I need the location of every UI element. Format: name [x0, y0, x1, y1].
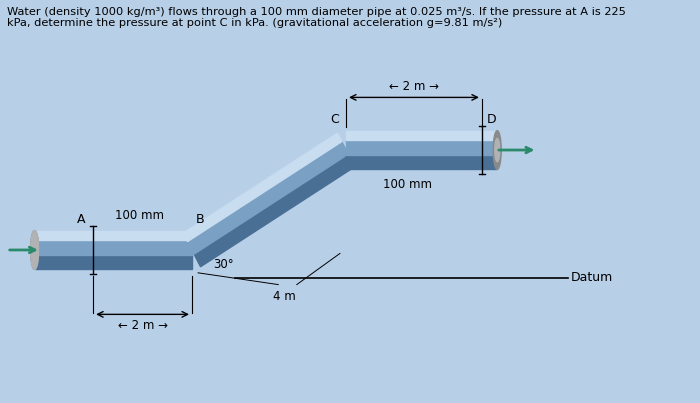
Text: D: D [486, 113, 496, 126]
Polygon shape [188, 141, 349, 254]
Polygon shape [346, 155, 497, 169]
Polygon shape [346, 140, 497, 155]
Polygon shape [34, 231, 192, 240]
Ellipse shape [494, 131, 501, 169]
Text: C: C [330, 113, 339, 126]
Text: Datum: Datum [571, 271, 613, 284]
Ellipse shape [31, 231, 38, 269]
Text: 4 m: 4 m [273, 290, 296, 303]
Text: A: A [77, 213, 86, 226]
Polygon shape [183, 133, 342, 241]
Text: ← 2 m →: ← 2 m → [389, 80, 439, 93]
Ellipse shape [31, 231, 38, 269]
Polygon shape [34, 240, 192, 255]
Polygon shape [34, 255, 192, 269]
Polygon shape [194, 154, 355, 267]
Text: 100 mm: 100 mm [115, 209, 164, 222]
Polygon shape [346, 131, 497, 140]
Text: ← 2 m →: ← 2 m → [118, 319, 167, 332]
Text: B: B [196, 213, 205, 226]
Text: 30°: 30° [214, 258, 234, 271]
Text: 100 mm: 100 mm [383, 178, 432, 191]
Ellipse shape [495, 138, 500, 162]
Text: Water (density 1000 kg/m³) flows through a 100 mm diameter pipe at 0.025 m³/s. I: Water (density 1000 kg/m³) flows through… [7, 7, 626, 28]
